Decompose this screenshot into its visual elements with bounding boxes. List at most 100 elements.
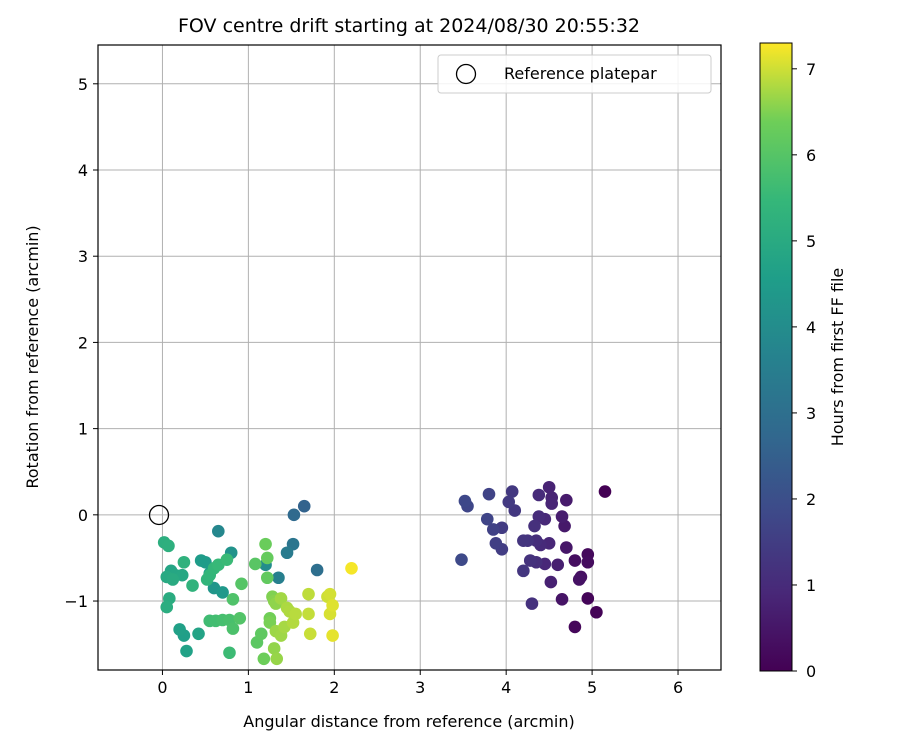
scatter-point — [270, 652, 284, 666]
data-points — [157, 480, 612, 666]
scatter-point — [525, 597, 539, 610]
scatter-point — [166, 573, 180, 586]
plot-frame — [97, 44, 722, 671]
scatter-point — [560, 493, 573, 507]
scatter-point — [598, 485, 612, 498]
scatter-point — [175, 568, 189, 582]
scatter-point — [302, 587, 315, 601]
colorbar-label: Hours from first FF file — [828, 268, 847, 447]
scatter-point — [544, 575, 558, 589]
scatter-point — [480, 512, 494, 526]
scatter-point — [555, 593, 569, 606]
scatter-point — [505, 485, 519, 498]
x-tick-label: 5 — [587, 678, 597, 697]
scatter-point — [303, 627, 317, 641]
scatter-point — [581, 592, 595, 605]
scatter-point — [257, 652, 271, 666]
scatter-point — [220, 553, 234, 566]
scatter-point — [590, 605, 603, 619]
scatter-point — [545, 497, 559, 510]
scatter-point — [160, 600, 174, 614]
scatter-point — [192, 627, 205, 641]
scatter-point — [502, 495, 516, 509]
legend-entry-reference-platepar: Reference platepar — [504, 64, 657, 83]
x-tick-label: 1 — [243, 678, 253, 697]
reference-platepar-marker — [148, 504, 170, 526]
scatter-point — [542, 480, 556, 494]
legend-box — [437, 54, 712, 94]
scatter-point — [517, 534, 530, 547]
scatter-point — [280, 546, 294, 560]
y-axis-ticks: −1 0 1 2 3 4 5 — [64, 75, 98, 611]
scatter-point — [326, 629, 339, 642]
scatter-point — [568, 554, 582, 567]
colorbar-tick-label: 5 — [806, 232, 816, 251]
x-tick-label: 6 — [673, 678, 683, 697]
colorbar-gradient — [759, 42, 793, 672]
scatter-point — [177, 555, 191, 569]
colorbar-tick-label: 0 — [806, 662, 816, 681]
scatter-point — [572, 573, 586, 586]
scatter-point — [248, 557, 262, 571]
scatter-point — [458, 494, 472, 508]
colorbar-tick-label: 2 — [806, 490, 816, 509]
scatter-point — [186, 579, 199, 592]
scatter-point — [555, 510, 569, 523]
scatter-point — [233, 611, 247, 625]
scatter-point — [560, 541, 573, 554]
scatter-point — [517, 564, 530, 578]
colorbar-tick-label: 1 — [806, 576, 816, 595]
scatter-point — [568, 620, 582, 634]
scatter-point — [162, 539, 175, 553]
y-tick-label: 0 — [78, 506, 88, 525]
x-tick-label: 4 — [501, 678, 511, 697]
scatter-point — [267, 642, 281, 655]
scatter-point — [180, 644, 193, 658]
x-tick-label: 2 — [329, 678, 339, 697]
colorbar-tick-label: 4 — [806, 318, 816, 337]
scatter-point — [274, 592, 288, 605]
y-tick-label: 4 — [78, 161, 88, 180]
scatter-point — [345, 561, 358, 575]
scatter-point — [326, 599, 339, 612]
scatter-point — [260, 551, 274, 565]
scatter-point — [297, 499, 311, 513]
scatter-point — [216, 586, 229, 599]
scatter-point — [289, 607, 302, 621]
legend-marker — [455, 63, 477, 85]
scatter-point — [173, 623, 186, 636]
colorbar-tick-label: 7 — [806, 60, 816, 79]
chart-title: FOV centre drift starting at 2024/08/30 … — [178, 15, 640, 37]
scatter-point — [532, 488, 546, 502]
scatter-point — [551, 558, 565, 572]
scatter-point — [581, 555, 595, 569]
colorbar: 0 1 2 3 4 5 6 7 Hours from first FF file — [759, 42, 847, 681]
scatter-point — [235, 577, 248, 591]
colorbar-tick-label: 3 — [806, 404, 816, 423]
scatter-point — [310, 563, 324, 577]
x-axis-ticks: 0 1 2 3 4 5 6 — [157, 670, 683, 697]
scatter-point — [272, 571, 285, 585]
scatter-point — [260, 571, 274, 585]
scatter-point — [482, 487, 496, 501]
scatter-point — [455, 553, 468, 566]
y-tick-label: 1 — [78, 420, 88, 439]
scatter-point — [223, 646, 236, 660]
scatter-point — [558, 519, 571, 533]
y-tick-label: 3 — [78, 247, 88, 266]
scatter-point — [287, 508, 301, 522]
colorbar-tick-label: 6 — [806, 146, 816, 165]
scatter-point — [489, 536, 503, 550]
y-tick-label: 5 — [78, 75, 88, 94]
scatter-point — [523, 554, 537, 567]
scatter-point — [226, 622, 240, 635]
x-tick-label: 3 — [415, 678, 425, 697]
x-axis-label: Angular distance from reference (arcmin) — [243, 712, 574, 731]
scatter-point — [194, 554, 208, 567]
y-axis-label: Rotation from reference (arcmin) — [23, 225, 42, 488]
grid-lines — [98, 45, 721, 670]
scatter-point — [259, 537, 272, 551]
scatter-point — [254, 627, 268, 641]
scatter-point — [323, 587, 337, 601]
